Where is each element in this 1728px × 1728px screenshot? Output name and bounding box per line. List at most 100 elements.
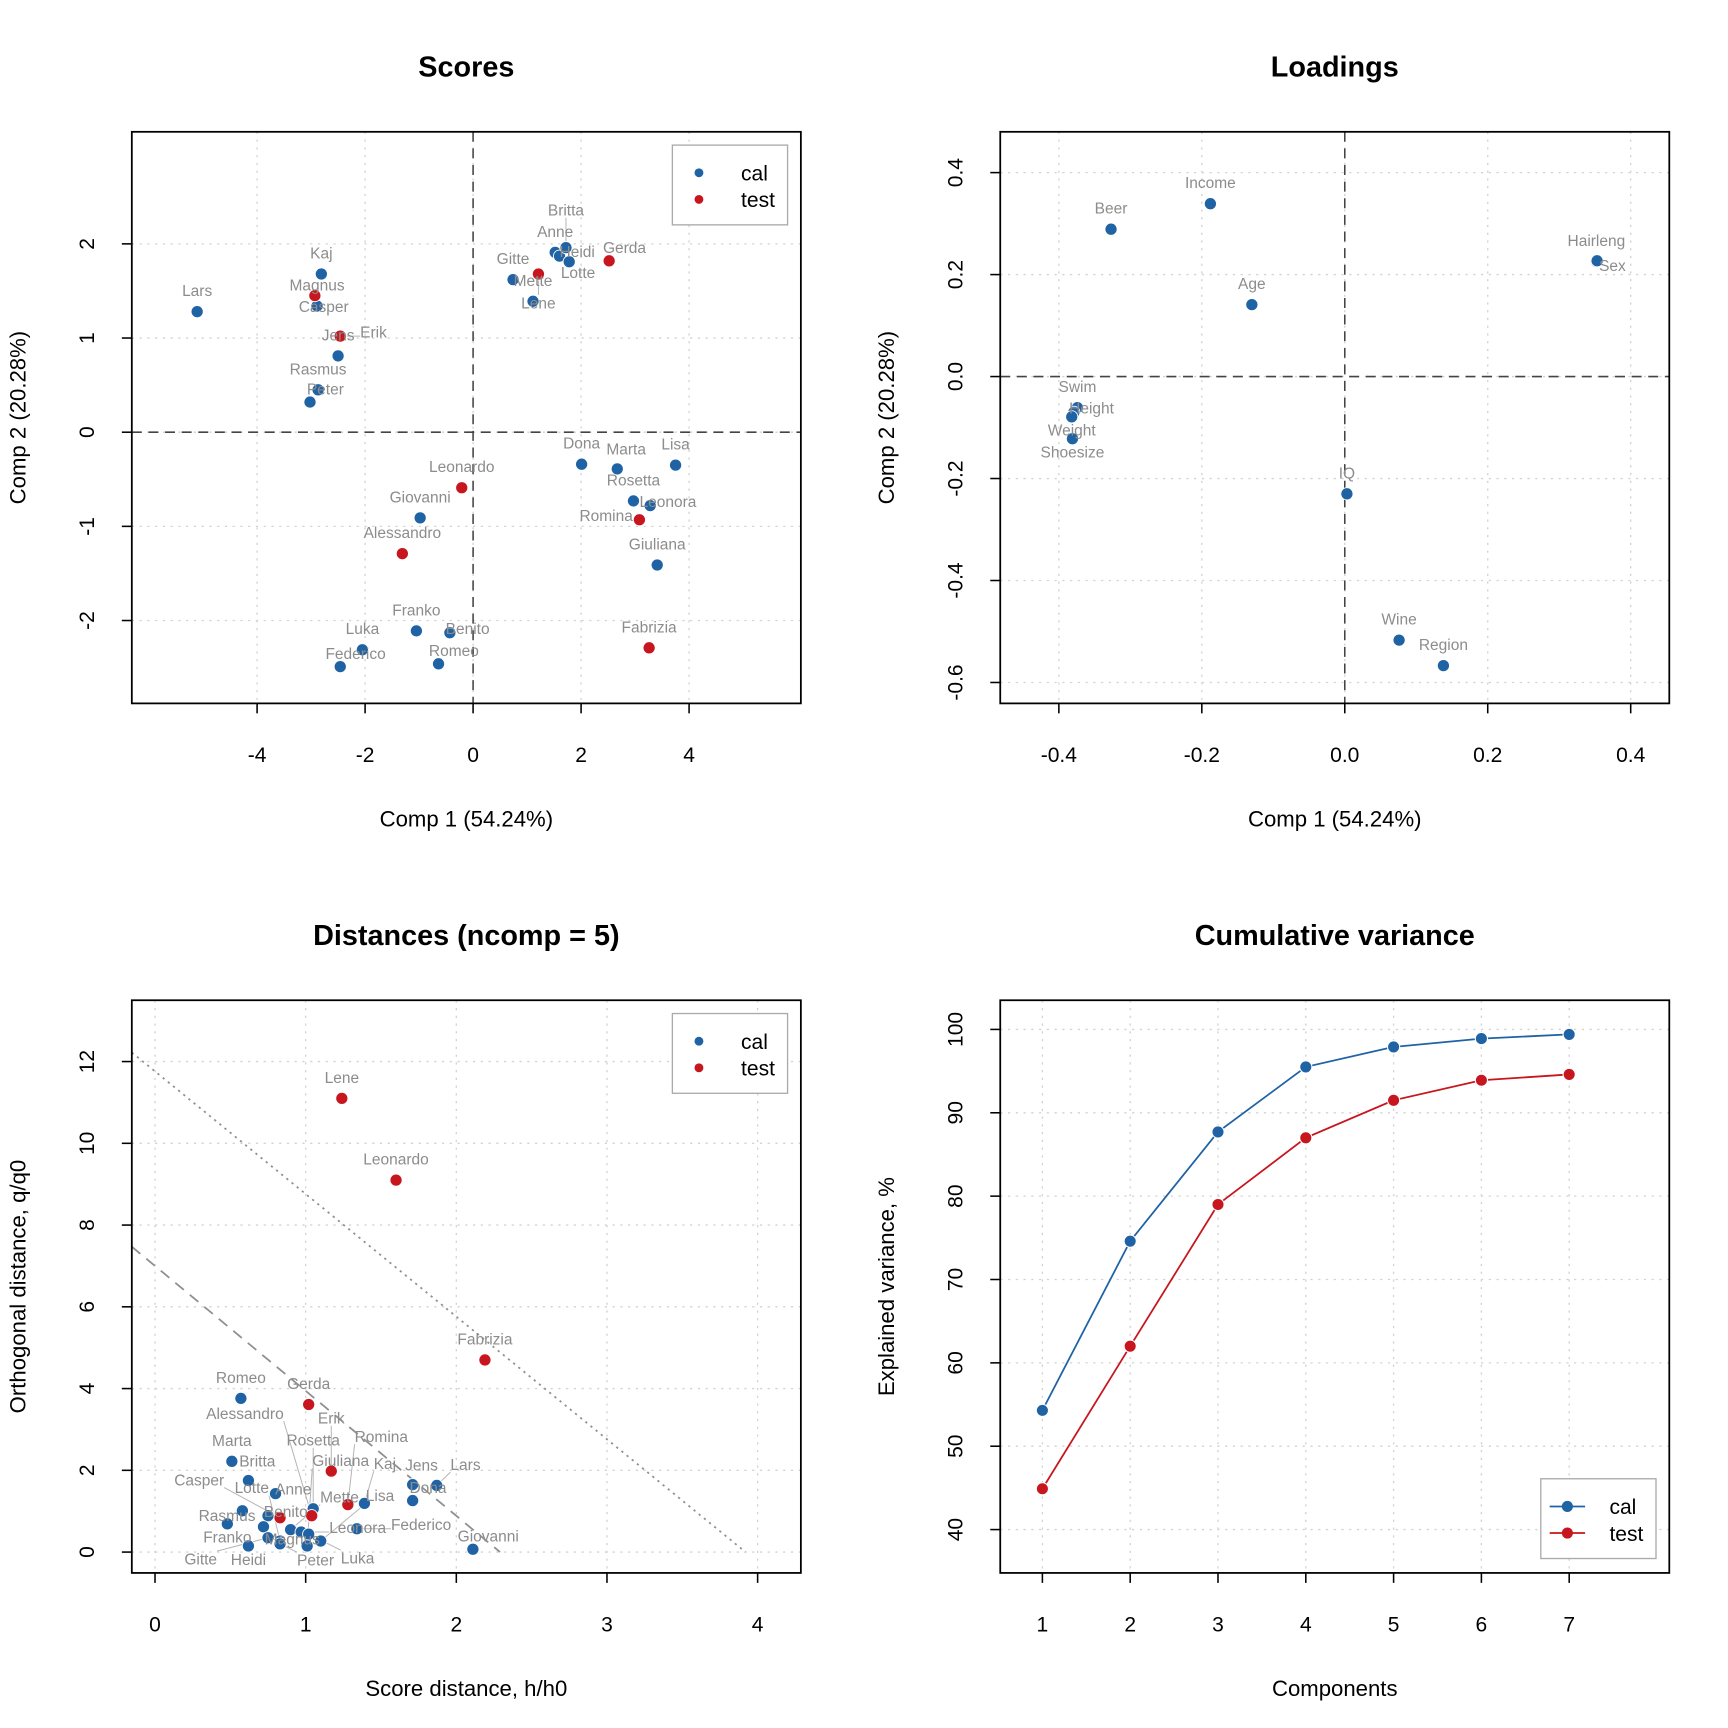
data-point-cal	[225, 1454, 239, 1468]
data-point	[1590, 254, 1604, 268]
point-label: Lisa	[661, 437, 690, 454]
data-point-cal	[261, 1531, 275, 1545]
y-tick-label: -0.6	[945, 664, 968, 700]
x-tick-label: 0.4	[1616, 744, 1646, 767]
data-point	[1392, 633, 1406, 647]
point-label: Dona	[409, 1480, 446, 1497]
point-label: Lars	[182, 283, 212, 300]
legend-marker-cal	[694, 1036, 704, 1046]
point-label: Giuliana	[629, 536, 686, 553]
data-point-cal	[409, 624, 423, 638]
point-label: Romeo	[216, 1370, 266, 1387]
legend-label-cal: cal	[741, 1031, 768, 1054]
scores-panel: -4 -2 0 2 4 -2 -1 0 1 2 Scores Comp 1 (54.24%) Comp …	[5, 51, 802, 831]
point-label: Kaj	[310, 245, 332, 262]
x-tick-label: 4	[752, 1614, 764, 1637]
data-point-cal	[1299, 1060, 1313, 1074]
data-point-cal	[526, 294, 540, 308]
data-point-test	[642, 641, 656, 655]
point-label: Benito	[264, 1504, 308, 1521]
point-label: Leonora	[639, 494, 696, 511]
y-tick-label: -2	[76, 611, 99, 630]
legend-label-test: test	[741, 189, 775, 212]
point-label: Leonardo	[429, 459, 495, 476]
point-label: Casper	[174, 1472, 224, 1489]
point-label: Erik	[318, 1411, 345, 1428]
point-label: Alessandro	[206, 1406, 284, 1423]
data-point-test	[531, 267, 545, 281]
data-point-cal	[350, 1522, 364, 1536]
data-point-cal	[1211, 1125, 1225, 1139]
point-label: Rosetta	[286, 1433, 340, 1450]
point-label: Marta	[212, 1433, 252, 1450]
point-label: Lene	[325, 1070, 359, 1087]
data-point-test	[305, 1509, 319, 1523]
x-tick-label: 2	[575, 744, 587, 767]
x-tick-label: 4	[683, 744, 695, 767]
y-tick-label: 0.4	[945, 158, 968, 188]
chart-title: Cumulative variance	[1195, 920, 1475, 952]
legend-marker-cal	[1561, 1500, 1573, 1512]
point-label: Luka	[341, 1550, 375, 1567]
plot-frame	[130, 130, 802, 705]
x-tick-label: 1	[1037, 1614, 1049, 1637]
data-point-cal	[269, 1487, 283, 1501]
legend-box	[671, 144, 789, 226]
point-label: Giovanni	[390, 489, 451, 506]
y-tick-label: 70	[945, 1268, 968, 1291]
point-label: Gerda	[287, 1376, 330, 1393]
point-label: Wine	[1381, 612, 1416, 629]
point-label: Casper	[299, 299, 349, 316]
point-label: Gerda	[603, 240, 646, 257]
loadings-panel: -0.4 -0.2 0.0 0.2 0.4 -0.6 -0.4 -0.2 0.0 0.2 0.4 Lo…	[874, 51, 1671, 831]
data-point-cal	[430, 1478, 444, 1492]
point-label: Franko	[392, 602, 440, 619]
legend-label-test: test	[741, 1058, 775, 1081]
data-point-test	[455, 481, 469, 495]
x-axis-label: Components	[1272, 1676, 1398, 1701]
x-axis-label: Score distance, h/h0	[365, 1676, 567, 1701]
point-label: Income	[1185, 175, 1236, 192]
point-label: Rasmus	[199, 1508, 256, 1525]
data-point-test	[1474, 1073, 1489, 1087]
data-point-cal	[256, 1520, 271, 1534]
data-point-cal	[413, 511, 427, 525]
data-point-test	[389, 1173, 403, 1187]
y-tick-label: 2	[76, 1464, 99, 1476]
x-tick-label: 2	[1124, 1614, 1136, 1637]
data-point	[1104, 222, 1118, 236]
y-axis-label: Explained variance, %	[874, 1177, 899, 1396]
point-label: Beer	[1095, 201, 1128, 218]
x-tick-label: -0.2	[1184, 744, 1220, 767]
data-point-cal	[562, 255, 576, 269]
y-tick-label: -1	[76, 517, 99, 536]
data-point	[1203, 197, 1217, 211]
point-label: Luka	[346, 621, 380, 638]
data-point-cal	[610, 462, 624, 476]
data-point-cal	[443, 626, 457, 640]
point-label: Kaj	[374, 1456, 396, 1473]
point-label: Region	[1419, 637, 1468, 654]
y-tick-label: 0.0	[945, 362, 968, 391]
point-label: Shoesize	[1041, 445, 1105, 462]
x-tick-label: -0.4	[1041, 744, 1078, 767]
x-tick-label: -2	[356, 744, 375, 767]
data-point-test	[1299, 1131, 1313, 1145]
data-point-cal	[234, 1391, 248, 1405]
point-label: Rasmus	[290, 361, 347, 378]
data-point-cal	[626, 494, 641, 508]
point-label: Leonardo	[363, 1152, 429, 1169]
series-line-cal	[1041, 1033, 1570, 1411]
data-point-test	[1123, 1339, 1137, 1353]
data-point-cal	[190, 305, 204, 319]
x-tick-label: 0.0	[1330, 744, 1359, 767]
point-label: Romina	[355, 1429, 409, 1446]
y-tick-label: 80	[945, 1184, 968, 1207]
plot-frame	[130, 999, 802, 1574]
point-label: Anne	[537, 224, 573, 241]
x-axis-label: Comp 1 (54.24%)	[380, 806, 554, 831]
legend-label-cal: cal	[1609, 1496, 1636, 1519]
data-point-cal	[241, 1539, 255, 1553]
label-leader-line	[347, 1444, 356, 1505]
